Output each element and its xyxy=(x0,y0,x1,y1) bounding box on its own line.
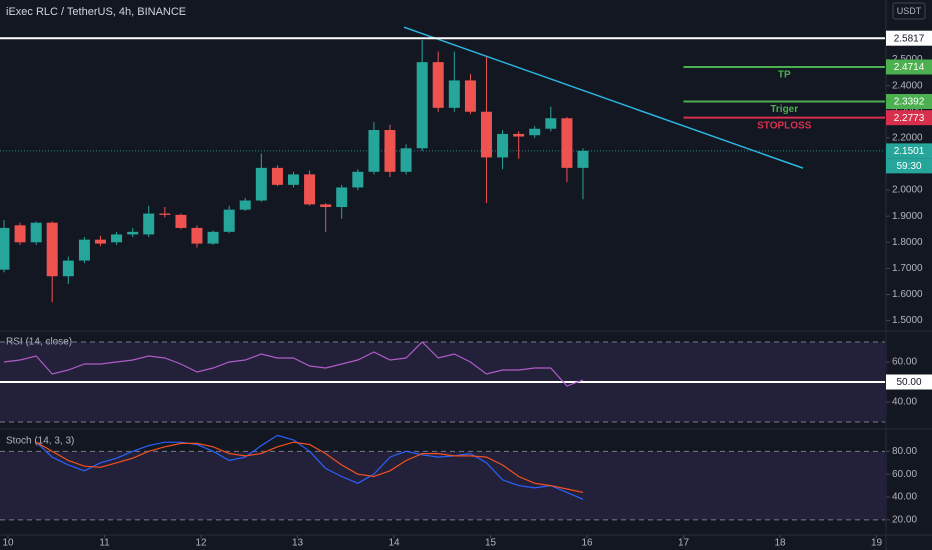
candle-body xyxy=(127,231,139,235)
y-tick-label: 40.00 xyxy=(892,397,917,408)
candle-body xyxy=(46,222,58,277)
candle-body xyxy=(336,187,348,208)
trendline xyxy=(403,26,804,169)
marker-label: 50.00 xyxy=(896,377,921,388)
currency: USDT xyxy=(897,6,922,16)
candle-body xyxy=(223,209,235,232)
level-label-box xyxy=(886,110,932,126)
indicator-line xyxy=(35,434,584,500)
level-name: Triger xyxy=(770,104,798,115)
y-tick-label: 40.00 xyxy=(892,492,917,503)
candle-body xyxy=(62,260,74,277)
last-price-label: 2.1501 xyxy=(894,146,925,157)
candle-body xyxy=(0,227,10,270)
candle-body xyxy=(513,133,525,137)
marker-label-box xyxy=(886,374,932,390)
candle-body xyxy=(464,80,476,112)
candle-body xyxy=(271,167,283,185)
level-name: TP xyxy=(778,70,791,81)
x-tick-label: 19 xyxy=(871,538,883,549)
y-tick-label: 60.00 xyxy=(892,357,917,368)
candle-body xyxy=(239,200,251,210)
currency-box xyxy=(892,2,926,20)
x-tick-label: 17 xyxy=(678,538,690,549)
y-tick-label: 2.0000 xyxy=(892,185,923,196)
candle-body xyxy=(304,174,316,205)
candle-body xyxy=(14,225,26,243)
indicator-line xyxy=(35,441,584,493)
level-label: 2.3392 xyxy=(894,97,925,108)
candle-body xyxy=(384,130,396,172)
x-tick-label: 10 xyxy=(2,538,14,549)
y-tick-label: 20.00 xyxy=(892,514,917,525)
band-fill xyxy=(0,451,885,520)
candle-body xyxy=(545,118,557,129)
level-label: 2.2773 xyxy=(894,113,925,124)
candle-body xyxy=(448,80,460,108)
indicator-line xyxy=(3,341,584,387)
candle-body xyxy=(143,213,155,235)
y-tick-label: 1.8000 xyxy=(892,237,923,248)
y-tick-label: 2.2000 xyxy=(892,132,923,143)
candle-body xyxy=(577,150,589,168)
candle-body xyxy=(432,62,444,108)
level-label: 2.4714 xyxy=(894,62,925,73)
y-tick-label: 2.4000 xyxy=(892,80,923,91)
y-tick-label: 60.00 xyxy=(892,469,917,480)
candle-body xyxy=(191,227,203,244)
y-tick-label: 1.6000 xyxy=(892,289,923,300)
level-label-box xyxy=(886,59,932,75)
x-tick-label: 14 xyxy=(388,538,400,549)
candle-body xyxy=(255,167,267,201)
y-tick-label: 1.9000 xyxy=(892,211,923,222)
y-tick-label: 1.5000 xyxy=(892,315,923,326)
stoch-title: Stoch (14, 3, 3) xyxy=(6,436,74,447)
candle-body xyxy=(287,174,299,185)
candle-body xyxy=(352,171,364,188)
candle-body xyxy=(320,204,332,208)
y-tick-label: 80.00 xyxy=(892,446,917,457)
x-tick-label: 13 xyxy=(292,538,304,549)
candle-body xyxy=(497,133,509,158)
level-name: STOPLOSS xyxy=(757,120,812,131)
countdown-box xyxy=(886,158,932,174)
x-tick-label: 11 xyxy=(99,538,110,549)
candle-body xyxy=(94,239,106,244)
y-tick-label: 1.7000 xyxy=(892,263,923,274)
candle-body xyxy=(207,231,219,244)
chart-title: iExec RLC / TetherUS, 4h, BINANCE xyxy=(6,6,186,18)
last-price-label-box xyxy=(886,143,932,159)
x-tick-label: 12 xyxy=(195,538,207,549)
level-label-box xyxy=(886,30,932,46)
candle-body xyxy=(368,130,380,172)
x-tick-label: 16 xyxy=(581,538,593,549)
candle-body xyxy=(111,234,123,243)
candle-body xyxy=(159,213,171,215)
candle-body xyxy=(416,62,428,149)
candle-body xyxy=(30,222,42,243)
candle-body xyxy=(561,118,573,168)
level-label: 2.5817 xyxy=(894,33,925,44)
candle-body xyxy=(529,128,541,136)
countdown: 59:30 xyxy=(896,161,921,172)
x-tick-label: 15 xyxy=(485,538,497,549)
level-label-box xyxy=(886,94,932,110)
x-tick-label: 18 xyxy=(774,538,786,549)
candle-body xyxy=(480,111,492,158)
candle-body xyxy=(400,148,412,172)
candle-body xyxy=(175,214,187,228)
candle-body xyxy=(78,239,90,261)
